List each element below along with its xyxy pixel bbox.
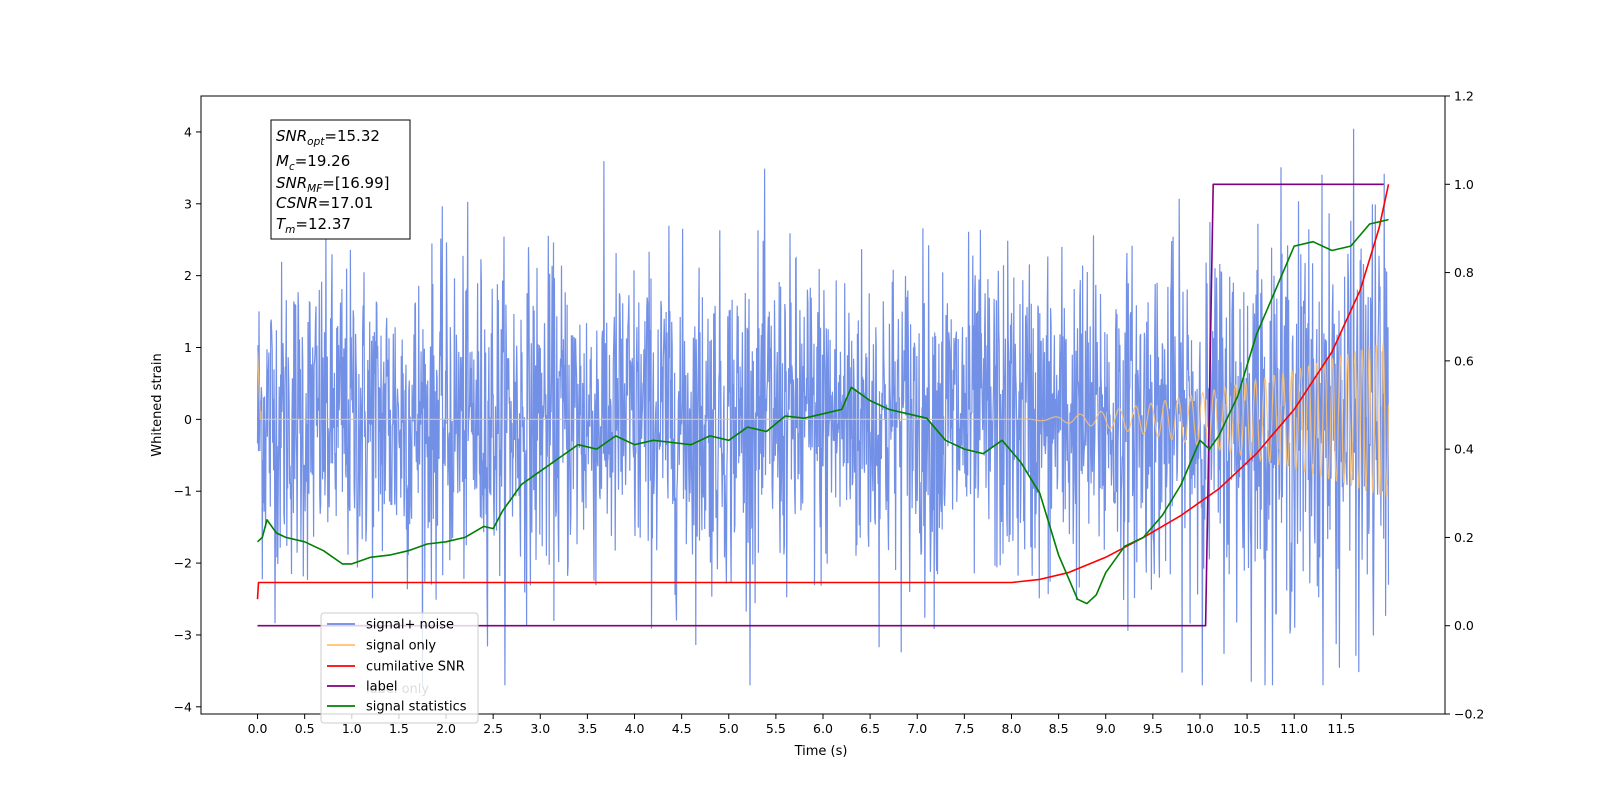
x-axis-label: Time (s) bbox=[794, 744, 848, 759]
y-left-tick-label: −4 bbox=[174, 699, 192, 714]
y-left-tick-label: 0 bbox=[184, 412, 192, 427]
legend-label: signal+ noise bbox=[366, 618, 454, 633]
x-tick-label: 3.0 bbox=[530, 721, 550, 736]
annotation-box: SNRopt=15.32 Mc=19.26 SNRMF=[16.99] CSNR… bbox=[270, 119, 411, 240]
x-tick-label: 0.0 bbox=[248, 721, 268, 736]
x-tick-label: 2.5 bbox=[483, 721, 503, 736]
x-tick-label: 6.0 bbox=[813, 721, 833, 736]
legend-frame bbox=[320, 612, 479, 724]
x-tick-label: 10.0 bbox=[1186, 721, 1214, 736]
y-axis-label: Whitened strain bbox=[150, 353, 165, 456]
series-signal-only-line bbox=[256, 342, 1390, 498]
annotation-frame bbox=[270, 119, 411, 240]
x-tick-label: 9.5 bbox=[1143, 721, 1163, 736]
x-tick-label: 1.0 bbox=[342, 721, 362, 736]
x-tick-label: 1.5 bbox=[389, 721, 409, 736]
x-tick-label: 4.0 bbox=[625, 721, 645, 736]
x-tick-label: 10.5 bbox=[1233, 721, 1261, 736]
y-right-tick-label: 0.4 bbox=[1454, 442, 1474, 457]
y-left-tick-label: 3 bbox=[184, 196, 192, 211]
plot-series bbox=[256, 128, 1390, 686]
legend-hidden-label: label only bbox=[366, 682, 429, 697]
y-axis-left-ticks: −4 −3 −2 −1 0 1 2 3 4 bbox=[174, 124, 201, 714]
x-tick-label: 8.5 bbox=[1049, 721, 1069, 736]
y-right-tick-label: 1.0 bbox=[1454, 177, 1474, 192]
annotation-snr-mf: SNRMF=[16.99] bbox=[276, 174, 390, 195]
y-left-tick-label: 2 bbox=[184, 268, 192, 283]
x-axis-ticks: 0.0 0.5 1.0 1.5 2.0 2.5 3.0 3.5 4.0 4.5 5.0 5.5 6.0 6… bbox=[248, 714, 1355, 736]
x-tick-label: 11.5 bbox=[1327, 721, 1355, 736]
x-tick-label: 6.5 bbox=[860, 721, 880, 736]
annotation-tm: Tm=12.37 bbox=[276, 215, 351, 236]
y-right-tick-label: 0.2 bbox=[1454, 530, 1474, 545]
annotation-csnr: CSNR=17.01 bbox=[276, 194, 373, 212]
legend: label only signal+ noise signal only cumil… bbox=[320, 612, 479, 724]
y-axis-right-ticks: −0.2 0.0 0.2 0.4 0.6 0.8 1.0 1.2 bbox=[1445, 89, 1484, 722]
legend-entries: signal+ noise signal only cumilative SNR la… bbox=[327, 618, 467, 715]
series-label-line bbox=[257, 183, 1384, 627]
y-right-tick-label: 0.8 bbox=[1454, 265, 1474, 280]
annotation-mc: Mc=19.26 bbox=[276, 152, 350, 173]
y-right-tick-label: 1.2 bbox=[1454, 89, 1474, 104]
x-tick-label: 0.5 bbox=[295, 721, 315, 736]
x-tick-label: 9.0 bbox=[1096, 721, 1116, 736]
x-tick-label: 8.0 bbox=[1002, 721, 1022, 736]
series-signal-statistics-line bbox=[256, 218, 1389, 605]
y-left-tick-label: −1 bbox=[174, 484, 192, 499]
y-right-tick-label: 0.0 bbox=[1454, 618, 1474, 633]
x-tick-label: 2.0 bbox=[436, 721, 456, 736]
x-tick-label: 3.5 bbox=[577, 721, 597, 736]
series-signal-noise-line bbox=[256, 128, 1390, 686]
y-left-tick-label: −3 bbox=[174, 627, 192, 642]
x-tick-label: 5.5 bbox=[766, 721, 786, 736]
x-tick-label: 7.0 bbox=[907, 721, 927, 736]
legend-label: signal only bbox=[366, 639, 436, 654]
x-tick-label: 11.0 bbox=[1280, 721, 1308, 736]
y-right-tick-label: −0.2 bbox=[1454, 707, 1484, 722]
series-cumilative-snr-line bbox=[256, 184, 1390, 600]
y-right-tick-label: 0.6 bbox=[1454, 353, 1474, 368]
x-tick-label: 5.0 bbox=[719, 721, 739, 736]
y-left-tick-label: 4 bbox=[184, 124, 192, 139]
legend-label: signal statistics bbox=[366, 700, 467, 715]
legend-label: cumilative SNR bbox=[366, 660, 465, 675]
y-left-tick-label: −2 bbox=[174, 556, 192, 571]
x-tick-label: 4.5 bbox=[672, 721, 692, 736]
annotation-snr-opt: SNRopt=15.32 bbox=[276, 127, 380, 148]
y-left-tick-label: 1 bbox=[184, 340, 192, 355]
x-tick-label: 7.5 bbox=[954, 721, 974, 736]
legend-label: label bbox=[366, 680, 397, 695]
